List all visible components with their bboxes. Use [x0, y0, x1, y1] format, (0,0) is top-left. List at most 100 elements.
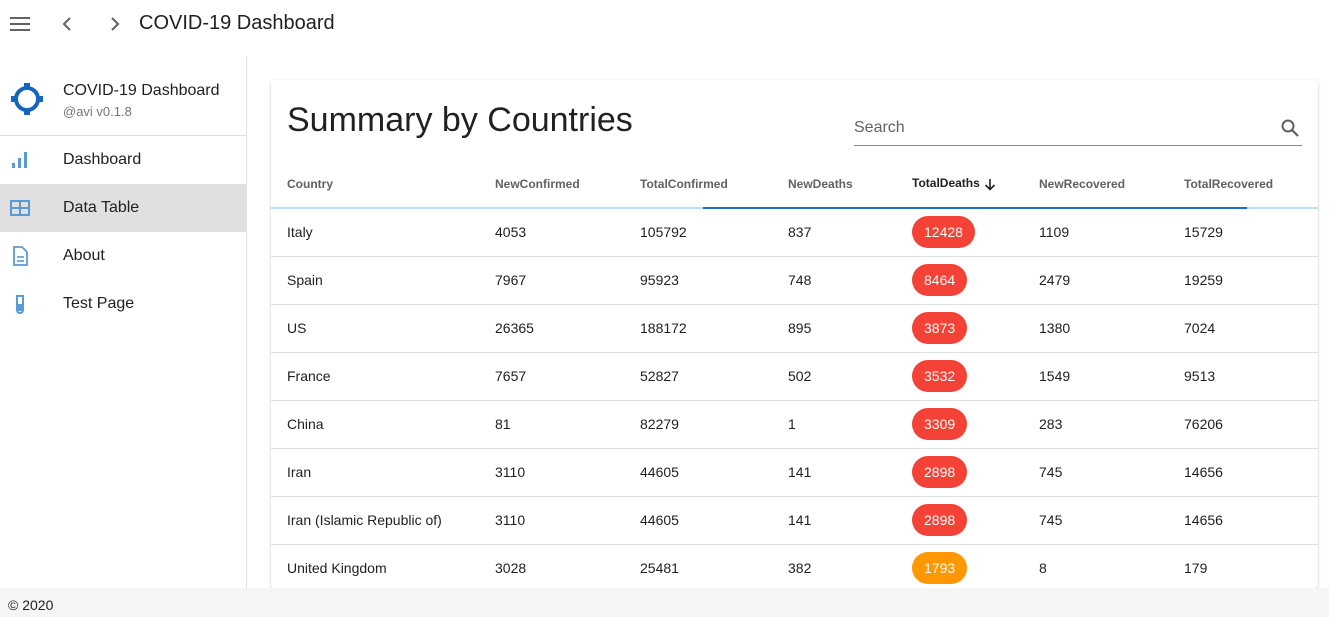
table-row[interactable]: United Kingdom 3028 25481 382 1793 8 179 [271, 544, 1318, 588]
sidebar-item-about[interactable]: About [0, 232, 246, 280]
sidebar-item-label: Test Page [63, 295, 135, 312]
cell-country: United Kingdom [271, 544, 479, 588]
cell-new-deaths: 1 [772, 400, 896, 449]
search-field[interactable] [854, 108, 1302, 146]
cell-new-confirmed: 7657 [479, 352, 624, 401]
column-header-label: TotalDeaths [912, 176, 980, 191]
brand-name: COVID-19 Dashboard [63, 82, 220, 99]
column-header-country[interactable]: Country [287, 176, 333, 191]
cell-country: China [271, 400, 479, 449]
total-deaths-badge: 3873 [912, 312, 968, 344]
forward-button[interactable] [95, 4, 135, 44]
cell-total-deaths: 3309 [896, 400, 1023, 449]
total-deaths-badge: 3309 [912, 408, 968, 440]
chevron-left-icon [62, 17, 71, 31]
total-deaths-badge: 8464 [912, 264, 968, 296]
cell-new-confirmed: 26365 [479, 304, 624, 353]
table-row[interactable]: Iran (Islamic Republic of) 3110 44605 141 28… [271, 496, 1318, 545]
cell-new-confirmed: 7967 [479, 256, 624, 305]
table-row[interactable]: US 26365 188172 895 3873 1380 7024 [271, 304, 1318, 353]
cell-total-recovered: 7024 [1168, 304, 1318, 353]
cell-new-deaths: 748 [772, 256, 896, 305]
chevron-right-icon [111, 17, 120, 31]
menu-icon [10, 17, 30, 31]
cell-total-confirmed: 105792 [624, 208, 772, 257]
sidebar-item-test-page[interactable]: Test Page [0, 280, 246, 328]
cell-new-confirmed: 3110 [479, 496, 624, 545]
table-header-row: Country NewConfirmed TotalConfirmed NewD… [271, 160, 1318, 208]
search-icon[interactable] [1280, 118, 1300, 138]
sidebar-item-label: Data Table [63, 199, 140, 216]
total-deaths-badge: 2898 [912, 456, 968, 488]
app-logo-icon [11, 83, 43, 115]
cell-total-deaths: 2898 [896, 448, 1023, 497]
back-button[interactable] [47, 4, 87, 44]
sidebar-item-label: Dashboard [63, 151, 142, 168]
column-header-total-confirmed[interactable]: TotalConfirmed [640, 176, 728, 191]
cell-country: Iran (Islamic Republic of) [271, 496, 479, 545]
cell-total-confirmed: 188172 [624, 304, 772, 353]
column-header-total-recovered[interactable]: TotalRecovered [1184, 176, 1274, 191]
brand-version: @avi v0.1.8 [63, 104, 132, 119]
cell-new-deaths: 382 [772, 544, 896, 588]
cell-total-confirmed: 95923 [624, 256, 772, 305]
column-header-new-deaths[interactable]: NewDeaths [788, 176, 853, 191]
cell-total-recovered: 14656 [1168, 448, 1318, 497]
cell-new-deaths: 502 [772, 352, 896, 401]
sidebar: COVID-19 Dashboard @avi v0.1.8 Dashboard… [0, 56, 247, 588]
cell-new-deaths: 895 [772, 304, 896, 353]
sidebar-item-data-table[interactable]: Data Table [0, 184, 246, 232]
cell-new-recovered: 2479 [1023, 256, 1168, 305]
cell-total-deaths: 1793 [896, 544, 1023, 588]
table-row[interactable]: Italy 4053 105792 837 12428 1109 15729 [271, 208, 1318, 257]
cell-new-confirmed: 3028 [479, 544, 624, 588]
table-row[interactable]: Spain 7967 95923 748 8464 2479 19259 [271, 256, 1318, 305]
table-row[interactable]: China 81 82279 1 3309 283 76206 [271, 400, 1318, 449]
cell-new-deaths: 141 [772, 496, 896, 545]
cell-new-recovered: 745 [1023, 448, 1168, 497]
cell-total-confirmed: 44605 [624, 496, 772, 545]
sidebar-brand: COVID-19 Dashboard @avi v0.1.8 [0, 56, 246, 136]
test-tube-icon [16, 295, 24, 314]
page-title: COVID-19 Dashboard [139, 12, 335, 34]
document-icon [13, 246, 28, 266]
cell-new-recovered: 745 [1023, 496, 1168, 545]
cell-total-recovered: 179 [1168, 544, 1318, 588]
cell-total-confirmed: 44605 [624, 448, 772, 497]
table-row[interactable]: France 7657 52827 502 3532 1549 9513 [271, 352, 1318, 401]
menu-button[interactable] [0, 4, 40, 44]
cell-new-recovered: 1109 [1023, 208, 1168, 257]
cell-total-deaths: 2898 [896, 496, 1023, 545]
column-header-total-deaths[interactable]: TotalDeaths [896, 160, 1023, 208]
sidebar-item-label: About [63, 247, 105, 264]
loading-progress-bar [703, 207, 1247, 209]
sidebar-item-dashboard[interactable]: Dashboard [0, 136, 246, 184]
cell-new-recovered: 8 [1023, 544, 1168, 588]
cell-total-recovered: 9513 [1168, 352, 1318, 401]
cell-country: Italy [271, 208, 479, 257]
cell-new-confirmed: 81 [479, 400, 624, 449]
total-deaths-badge: 12428 [912, 216, 975, 249]
cell-country: US [271, 304, 479, 353]
cell-new-confirmed: 3110 [479, 448, 624, 497]
cell-total-deaths: 12428 [896, 208, 1023, 257]
card-title: Summary by Countries [287, 101, 633, 139]
cell-total-deaths: 8464 [896, 256, 1023, 305]
column-header-new-confirmed[interactable]: NewConfirmed [495, 176, 580, 191]
cell-total-confirmed: 25481 [624, 544, 772, 588]
cell-total-confirmed: 52827 [624, 352, 772, 401]
column-header-new-recovered[interactable]: NewRecovered [1039, 176, 1126, 191]
total-deaths-badge: 2898 [912, 504, 968, 536]
cell-new-deaths: 837 [772, 208, 896, 257]
cell-new-deaths: 141 [772, 448, 896, 497]
summary-card: Summary by Countries Country NewConfirme… [271, 80, 1318, 588]
cell-total-recovered: 15729 [1168, 208, 1318, 257]
cell-total-recovered: 14656 [1168, 496, 1318, 545]
search-input[interactable] [854, 116, 1264, 140]
app-bar: COVID-19 Dashboard [0, 0, 1329, 48]
cell-total-confirmed: 82279 [624, 400, 772, 449]
footer-copyright: © 2020 [8, 597, 54, 613]
table-row[interactable]: Iran 3110 44605 141 2898 745 14656 [271, 448, 1318, 497]
cell-total-deaths: 3873 [896, 304, 1023, 353]
cell-total-recovered: 19259 [1168, 256, 1318, 305]
